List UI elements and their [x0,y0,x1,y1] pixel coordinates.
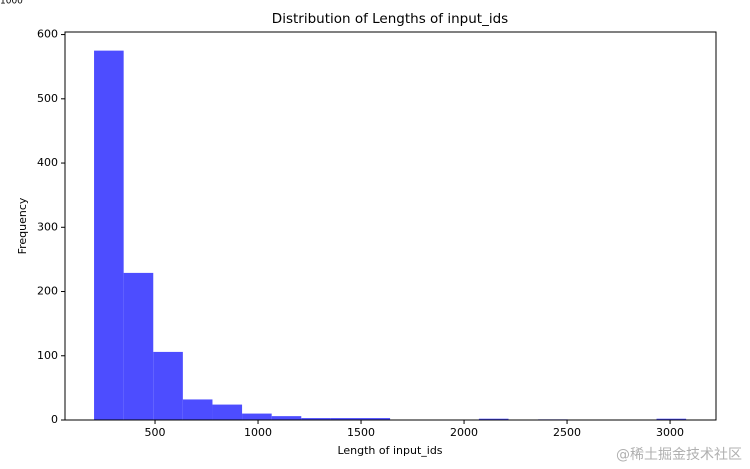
y-tick-label: 100 [37,349,58,362]
x-tick-label: 500 [145,426,166,439]
x-tick-label: 2500 [553,426,581,439]
bar [123,272,154,420]
y-tick-label: 500 [37,92,58,105]
watermark: @稀土掘金技术社区 [616,447,742,463]
bar [360,418,391,420]
bar [94,50,124,420]
bar [478,418,509,420]
y-axis-label: Frequency [16,197,29,254]
x-tick-label: 3000 [656,426,684,439]
bar [212,404,243,420]
y-tick-label: 300 [37,220,58,233]
y-tick-label: 200 [37,285,58,298]
x-tick-label: 2000 [450,426,478,439]
x-tick-label: 1500 [347,426,375,439]
bar [656,418,687,420]
x-axis-label: Length of input_ids [337,444,442,457]
bar [182,399,213,420]
y-tick-label: 400 [37,156,58,169]
bar [330,418,361,420]
y-tick-label: 0 [51,413,58,426]
y-tick-label: 600 [37,28,58,41]
plot-frame [64,31,717,421]
bar [153,351,183,420]
cropped-label: 1000 [0,0,23,7]
x-tick-label: 1000 [244,426,272,439]
bar [301,418,331,420]
bar [242,413,272,420]
bar [271,416,302,420]
chart-title: Distribution of Lengths of input_ids [272,11,508,27]
